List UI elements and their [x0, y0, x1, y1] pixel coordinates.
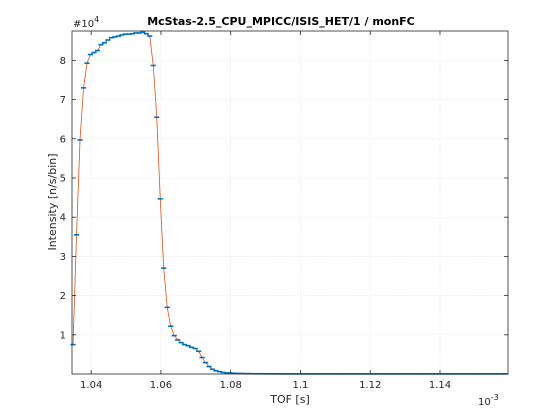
chart-title: McStas-2.5_CPU_MPICC/ISIS_HET/1 / monFC — [147, 15, 415, 28]
x-tick-label: 1.1 — [293, 380, 309, 391]
plot-area: 1.04 1.06 1.08 1.1 1.12 1.14 1 2 3 4 5 6 7 8 — [60, 30, 509, 391]
y-tick-label: 2 — [60, 291, 66, 302]
ticks: 1.04 1.06 1.08 1.1 1.12 1.14 1 2 3 4 5 6 7 8 — [60, 31, 508, 391]
axes-border — [71, 30, 509, 375]
x-axis-exponent-base: 10 — [478, 397, 491, 408]
x-tick-label: 1.12 — [359, 380, 381, 391]
y-axis-label: Intensity [n/s/bin] — [46, 153, 59, 250]
y-tick-label: 7 — [60, 95, 66, 106]
y-tick-label: 8 — [60, 56, 66, 67]
x-axis-label: TOF [s] — [269, 393, 310, 406]
x-tick-label: 1.08 — [220, 380, 242, 391]
grid — [72, 31, 508, 374]
axes-background — [72, 31, 508, 374]
y-tick-label: 5 — [60, 174, 66, 185]
x-axis-exponent-power: -3 — [491, 393, 499, 402]
y-tick-label: 6 — [60, 134, 66, 145]
x-tick-label: 1.04 — [80, 380, 102, 391]
axes-frame — [71, 30, 509, 375]
y-tick-label: 1 — [60, 330, 66, 341]
y-axis-exponent-power: 4 — [94, 15, 99, 24]
x-axis-exponent: 10-3 — [478, 393, 499, 408]
y-tick-label: 4 — [60, 213, 66, 224]
y-axis-exponent-base: #10 — [73, 19, 94, 30]
y-axis-exponent: #104 — [73, 15, 99, 30]
y-tick-label: 3 — [60, 252, 66, 263]
x-tick-label: 1.14 — [429, 380, 451, 391]
x-tick-label: 1.06 — [150, 380, 172, 391]
